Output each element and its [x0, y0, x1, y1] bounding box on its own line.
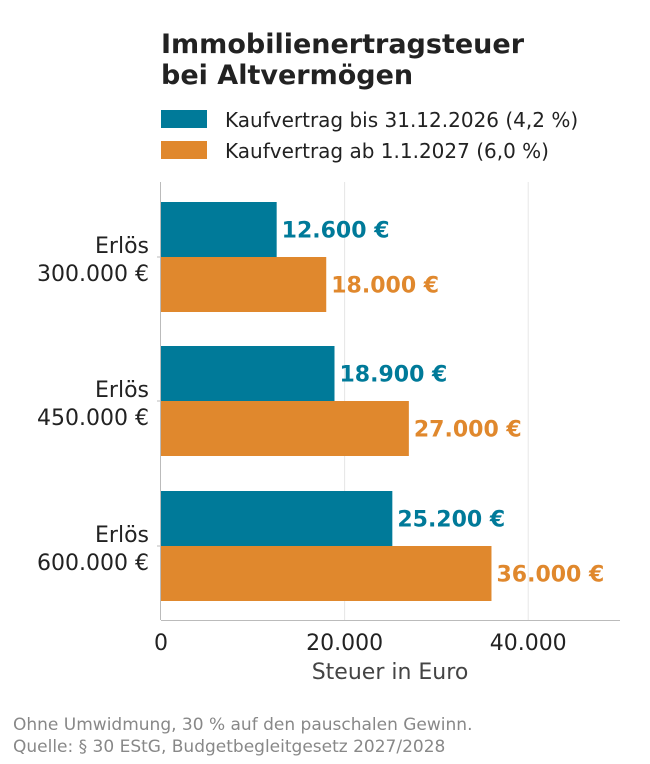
bar-series-2-cat-2	[161, 401, 409, 456]
bar-series-1-cat-2	[161, 346, 335, 401]
value-label-series-2-cat-3: 36.000 €	[496, 563, 604, 588]
axes	[157, 182, 620, 621]
category-label-1-line-1: Erlös	[95, 234, 149, 259]
footer-source: Quelle: § 30 EStG, Budgetbegleitgesetz 2…	[13, 737, 445, 757]
x-tick-label-2: 40.000	[490, 631, 567, 656]
value-labels: 12.600 € 18.900 € 25.200 € 18.000 € 27.000 €…	[282, 219, 605, 588]
category-label-1: Erlös 300.000 €	[37, 234, 149, 287]
category-label-2-line-1: Erlös	[95, 378, 149, 403]
x-tick-label-0: 0	[154, 631, 168, 656]
legend: Kaufvertrag bis 31.12.2026 (4,2 %) Kaufv…	[161, 108, 578, 163]
category-label-3-line-1: Erlös	[95, 523, 149, 548]
value-label-series-2-cat-1: 18.000 €	[331, 274, 439, 299]
value-label-series-1-cat-1: 12.600 €	[282, 219, 390, 244]
legend-label-series-1: Kaufvertrag bis 31.12.2026 (4,2 %)	[225, 108, 578, 132]
value-label-series-1-cat-3: 25.200 €	[397, 508, 505, 533]
category-label-3: Erlös 600.000 €	[37, 523, 149, 576]
bar-series-2-cat-3	[161, 546, 492, 601]
chart-title-line-1: Immobilienertragsteuer	[161, 29, 525, 60]
footer-note: Ohne Umwidmung, 30 % auf den pauschalen …	[13, 715, 472, 735]
x-axis-title: Steuer in Euro	[312, 660, 469, 685]
value-label-series-1-cat-2: 18.900 €	[340, 363, 448, 388]
category-label-2-line-2: 450.000 €	[37, 406, 149, 431]
x-tick-labels: 0 20.000 40.000	[154, 631, 567, 656]
bar-series-1-cat-3	[161, 491, 393, 546]
category-label-3-line-2: 600.000 €	[37, 551, 149, 576]
bars	[161, 202, 492, 601]
category-label-1-line-2: 300.000 €	[37, 262, 149, 287]
bar-series-1-cat-1	[161, 202, 277, 257]
legend-swatch-series-2	[161, 141, 207, 159]
legend-label-series-2: Kaufvertrag ab 1.1.2027 (6,0 %)	[225, 139, 549, 163]
chart-title-line-2: bei Altvermögen	[161, 60, 413, 91]
legend-swatch-series-1	[161, 110, 207, 128]
category-labels: Erlös 300.000 € Erlös 450.000 € Erlös 600.000…	[37, 234, 149, 576]
value-label-series-2-cat-2: 27.000 €	[414, 418, 522, 443]
x-tick-label-1: 20.000	[306, 631, 383, 656]
bar-series-2-cat-1	[161, 257, 327, 312]
category-label-2: Erlös 450.000 €	[37, 378, 149, 431]
